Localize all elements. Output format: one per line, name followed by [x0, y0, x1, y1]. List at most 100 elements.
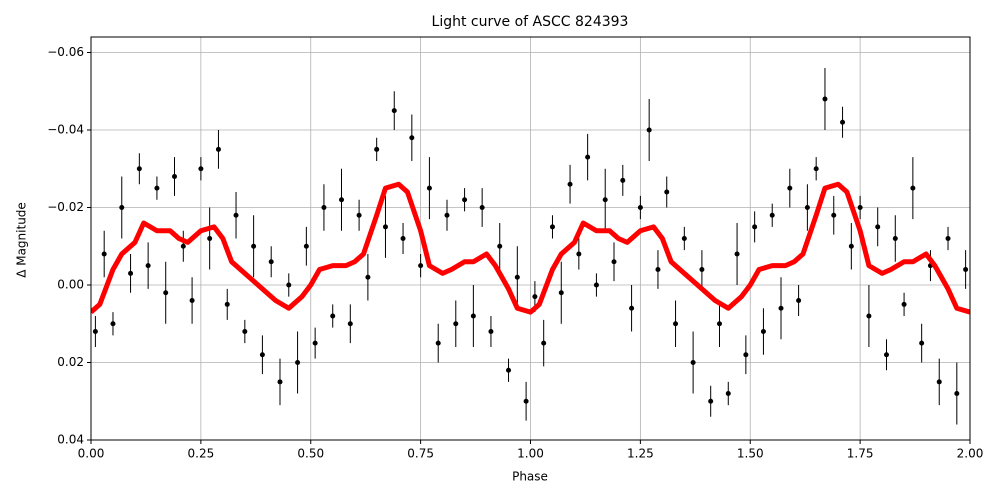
data-point	[822, 96, 828, 102]
data-point	[848, 243, 854, 249]
data-point	[479, 205, 485, 210]
data-point	[92, 329, 98, 334]
data-point	[919, 340, 925, 346]
data-point	[242, 329, 248, 334]
data-point	[725, 391, 731, 396]
data-point	[506, 367, 512, 373]
data-point	[734, 251, 740, 257]
data-point	[224, 301, 230, 307]
data-point	[558, 290, 564, 296]
data-point	[585, 154, 591, 160]
data-point	[382, 224, 388, 230]
data-point	[936, 379, 942, 385]
y-tick-label: 0.04	[57, 433, 84, 447]
data-point	[409, 135, 415, 141]
model-curve	[91, 181, 970, 315]
data-point	[602, 197, 608, 203]
data-point	[470, 313, 476, 319]
data-point	[901, 301, 907, 307]
data-point	[883, 352, 889, 358]
y-tick-label: −0.06	[47, 45, 84, 59]
data-point	[699, 267, 705, 272]
data-point	[356, 212, 362, 218]
data-point	[339, 197, 345, 203]
data-point	[743, 352, 749, 358]
data-point	[488, 329, 494, 334]
data-point	[286, 282, 292, 288]
data-point	[189, 298, 195, 303]
data-point	[145, 263, 151, 269]
data-point	[716, 321, 722, 327]
data-point	[400, 236, 406, 241]
chart-title: Light curve of ASCC 824393	[432, 14, 629, 30]
data-point	[760, 329, 766, 334]
data-point	[268, 259, 274, 265]
data-point	[620, 177, 626, 183]
data-point	[259, 352, 265, 358]
data-point	[426, 185, 432, 191]
data-point	[374, 146, 380, 152]
data-point	[673, 321, 679, 327]
data-point	[646, 127, 652, 133]
data-point	[154, 185, 160, 191]
data-point	[330, 313, 336, 319]
data-point	[251, 243, 257, 249]
data-point	[110, 321, 116, 327]
data-point	[303, 243, 309, 249]
data-point	[347, 321, 353, 327]
data-point	[549, 224, 555, 230]
data-point	[857, 205, 863, 210]
data-point	[295, 360, 301, 365]
data-point	[198, 166, 204, 172]
data-point	[462, 197, 468, 203]
data-point	[778, 305, 784, 311]
data-point	[119, 205, 125, 210]
data-point	[611, 259, 617, 265]
x-tick-label: 1.50	[737, 447, 764, 461]
data-point	[910, 185, 916, 191]
data-point	[453, 321, 459, 327]
data-point	[629, 305, 635, 311]
x-tick-label: 1.00	[517, 447, 544, 461]
data-point	[831, 212, 837, 218]
data-point	[963, 267, 969, 272]
data-point	[391, 108, 397, 114]
data-point	[321, 205, 327, 210]
data-point	[435, 340, 441, 346]
data-point	[207, 236, 213, 241]
x-tick-label: 1.75	[847, 447, 874, 461]
data-point	[804, 205, 810, 210]
data-point	[180, 243, 186, 249]
data-point	[945, 236, 951, 241]
y-tick-label: 0.02	[57, 355, 84, 369]
y-axis-label: Δ Magnitude	[15, 202, 29, 278]
data-point	[752, 224, 758, 230]
data-point	[690, 360, 696, 365]
data-point	[444, 212, 450, 218]
data-point	[796, 298, 802, 303]
data-point	[787, 185, 793, 191]
x-tick-label: 1.25	[627, 447, 654, 461]
data-point	[593, 282, 599, 288]
data-point	[892, 236, 898, 241]
data-point	[875, 224, 881, 230]
data-point	[769, 212, 775, 218]
data-point	[708, 398, 714, 404]
plot-frame	[90, 36, 971, 441]
data-point	[215, 146, 221, 152]
x-tick-label: 0.75	[407, 447, 434, 461]
data-point	[576, 251, 582, 257]
data-point	[541, 340, 547, 346]
y-tick-label: −0.02	[47, 200, 84, 214]
data-point	[655, 267, 661, 272]
data-point	[418, 263, 424, 269]
data-point	[365, 274, 371, 280]
x-tick-label: 0.25	[188, 447, 215, 461]
data-point	[954, 391, 960, 396]
data-point	[567, 181, 573, 187]
data-point	[277, 379, 283, 385]
data-point	[101, 251, 107, 257]
data-point	[532, 294, 538, 300]
